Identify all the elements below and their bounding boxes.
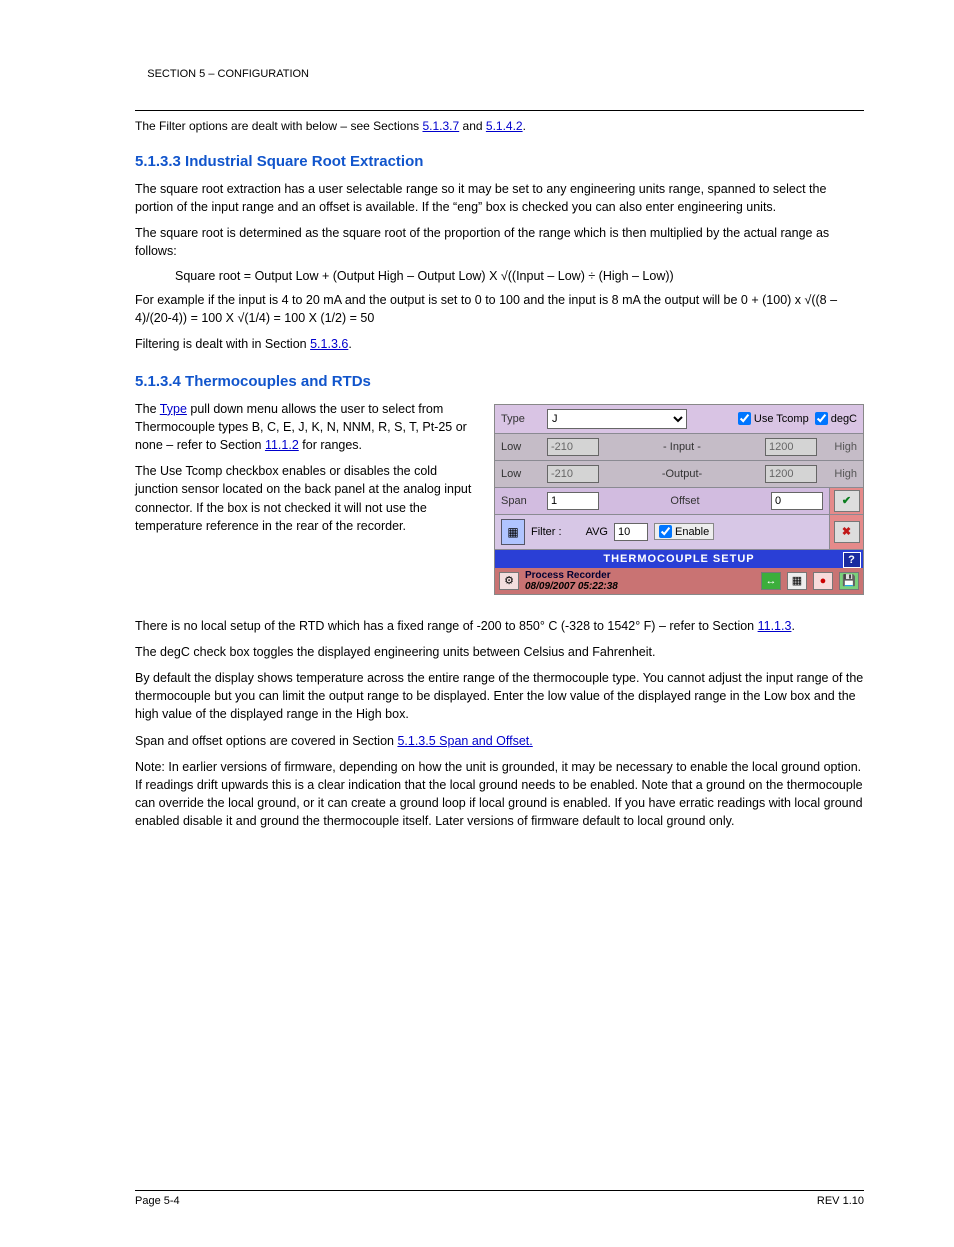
status-icon-tools[interactable]: ⚙ <box>499 572 519 590</box>
filter-row: ▦ Filter : AVG Enable ✖ <box>495 515 863 550</box>
use-tcomp-label: Use Tcomp <box>754 413 809 425</box>
para-5133-4-pre: Filtering is dealt with in Section <box>135 337 310 351</box>
output-high-label: High <box>823 468 857 480</box>
offset-field[interactable] <box>771 492 823 510</box>
top-link-row: The Filter options are dealt with below … <box>135 119 864 133</box>
type-select[interactable]: J <box>547 409 687 429</box>
input-mid-label: - Input - <box>605 441 759 453</box>
link-5142[interactable]: 5.1.4.2 <box>486 119 523 133</box>
input-low-field <box>547 438 599 456</box>
dialog-title-bar: THERMOCOUPLE SETUP ? <box>495 550 863 568</box>
input-high-field <box>765 438 817 456</box>
p5134-5: By default the display shows temperature… <box>135 669 864 723</box>
top-link-period: . <box>523 119 526 133</box>
ok-button-cell: ✔ <box>829 488 863 514</box>
link-type[interactable]: Type <box>160 402 187 416</box>
x-icon: ✖ <box>842 525 851 538</box>
span-label: Span <box>501 495 541 507</box>
para-5133-4-post: . <box>348 337 351 351</box>
cancel-button[interactable]: ✖ <box>834 521 860 543</box>
enable-check[interactable]: Enable <box>654 523 714 540</box>
p5134-6a: Span and offset options are covered in S… <box>135 734 397 748</box>
section-rest: CONFIGURATION <box>214 68 309 80</box>
p5134-1a: The <box>135 402 160 416</box>
header-rule <box>135 110 864 111</box>
type-label: Type <box>501 413 541 425</box>
status-text: Process Recorder 08/09/2007 05:22:38 <box>525 570 755 592</box>
degc-check[interactable]: degC <box>815 412 857 425</box>
heading-5133: 5.1.3.3 Industrial Square Root Extractio… <box>135 153 864 170</box>
link-1112[interactable]: 11.1.2 <box>265 438 299 452</box>
footer-right: REV 1.10 <box>817 1195 864 1207</box>
para-5133-2: The square root is determined as the squ… <box>135 224 864 260</box>
output-row: Low -Output- High <box>495 461 863 488</box>
output-mid-label: -Output- <box>605 468 759 480</box>
use-tcomp-box[interactable] <box>738 412 751 425</box>
filter-label: Filter : <box>531 526 562 538</box>
enable-box[interactable] <box>659 525 672 538</box>
top-link-between: and <box>463 119 486 133</box>
para-5133-1: The square root extraction has a user se… <box>135 180 864 216</box>
type-row: Type J Use Tcomp degC <box>495 405 863 434</box>
span-row: Span Offset ✔ <box>495 488 863 515</box>
offset-label: Offset <box>605 495 765 507</box>
status-icon-swap[interactable]: ↔ <box>761 572 781 590</box>
status-icon-alarm[interactable]: ● <box>813 572 833 590</box>
p5134-7: Note: In earlier versions of firmware, d… <box>135 758 864 831</box>
para-5133-3: For example if the input is 4 to 20 mA a… <box>135 291 864 327</box>
input-row: Low - Input - High <box>495 434 863 461</box>
status-icon-disk[interactable]: 💾 <box>839 572 859 590</box>
enable-label: Enable <box>675 526 709 538</box>
check-icon: ✔ <box>842 494 851 507</box>
input-low-label: Low <box>501 441 541 453</box>
calculator-icon[interactable]: ▦ <box>501 519 525 545</box>
link-5137[interactable]: 5.1.3.7 <box>422 119 459 133</box>
status-timestamp: 08/09/2007 05:22:38 <box>525 581 618 592</box>
avg-field[interactable] <box>614 523 648 541</box>
page-footer: Page 5-4 REV 1.10 <box>135 1191 864 1207</box>
help-button[interactable]: ? <box>843 552 861 568</box>
top-link-text: The Filter options are dealt with below … <box>135 119 422 133</box>
equation-5133: Square root = Output Low + (Output High … <box>175 269 864 283</box>
link-5135[interactable]: 5.1.3.5 Span and Offset. <box>397 734 532 748</box>
output-low-label: Low <box>501 468 541 480</box>
ok-button[interactable]: ✔ <box>834 490 860 512</box>
heading-5134: 5.1.3.4 Thermocouples and RTDs <box>135 373 864 390</box>
p5134-3b: . <box>791 619 794 633</box>
section-tag: SECTION 5 – <box>147 68 214 80</box>
footer-left: Page 5-4 <box>135 1195 180 1207</box>
input-high-label: High <box>823 441 857 453</box>
output-low-field <box>547 465 599 483</box>
degc-box[interactable] <box>815 412 828 425</box>
p5134-4: The degC check box toggles the displayed… <box>135 643 864 661</box>
dialog-title: THERMOCOUPLE SETUP <box>603 553 754 565</box>
avg-label: AVG <box>586 526 608 538</box>
span-field[interactable] <box>547 492 599 510</box>
output-high-field <box>765 465 817 483</box>
status-bar: ⚙ Process Recorder 08/09/2007 05:22:38 ↔… <box>495 568 863 594</box>
degc-label: degC <box>831 413 857 425</box>
thermocouple-dialog: Type J Use Tcomp degC Low - Input - High… <box>494 404 864 595</box>
p5134-1c: for ranges. <box>302 438 362 452</box>
status-title: Process Recorder <box>525 570 611 581</box>
link-5133-4[interactable]: 5.1.3.6 <box>310 337 348 351</box>
use-tcomp-check[interactable]: Use Tcomp <box>738 412 809 425</box>
link-1113[interactable]: 11.1.3 <box>758 619 792 633</box>
p5134-3a: There is no local setup of the RTD which… <box>135 619 758 633</box>
cancel-button-cell: ✖ <box>829 515 863 549</box>
status-icon-grid[interactable]: ▦ <box>787 572 807 590</box>
